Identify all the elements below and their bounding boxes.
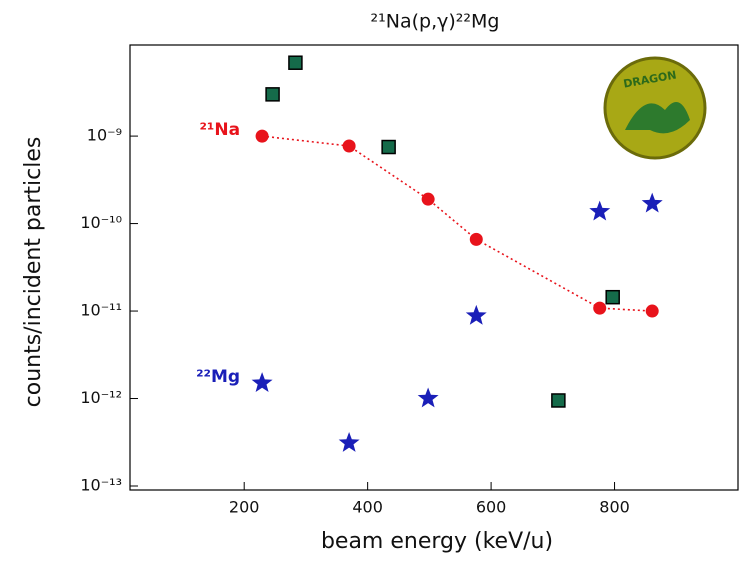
point xyxy=(251,372,273,392)
x-tick-label: 600 xyxy=(476,498,507,517)
point xyxy=(641,192,663,213)
point xyxy=(265,87,280,102)
x-axis-label: beam energy (keV/u) xyxy=(321,529,553,554)
series-label: ²¹Na xyxy=(199,120,240,140)
point xyxy=(469,232,483,246)
point xyxy=(593,301,607,315)
point xyxy=(417,387,439,408)
logo-dragon xyxy=(625,102,690,134)
point xyxy=(605,289,620,305)
plot-frame xyxy=(129,44,739,491)
y-tick-label: 10⁻¹³ xyxy=(80,475,122,494)
point xyxy=(551,393,566,408)
series-label: ²²Mg xyxy=(196,367,240,387)
y-tick-label: 10⁻⁹ xyxy=(87,126,122,145)
logo: DRAGON xyxy=(603,56,707,160)
series-line xyxy=(262,135,653,312)
chart-title: ²¹Na(p,γ)²²Mg xyxy=(371,11,500,33)
y-tick-label: 10⁻¹⁰ xyxy=(80,213,122,232)
point xyxy=(255,129,269,143)
point xyxy=(465,304,487,325)
point xyxy=(288,55,303,70)
point xyxy=(421,192,435,206)
x-tick-label: 400 xyxy=(352,498,383,517)
point xyxy=(342,139,356,153)
y-axis-label: counts/incident particles xyxy=(21,137,46,408)
x-tick-label: 800 xyxy=(599,498,630,517)
point xyxy=(381,139,396,155)
y-tick-label: 10⁻¹² xyxy=(80,388,122,407)
y-tick-label: 10⁻¹¹ xyxy=(80,301,122,320)
point xyxy=(589,200,611,221)
point xyxy=(338,432,360,452)
point xyxy=(645,304,659,318)
x-tick-label: 200 xyxy=(229,498,260,517)
